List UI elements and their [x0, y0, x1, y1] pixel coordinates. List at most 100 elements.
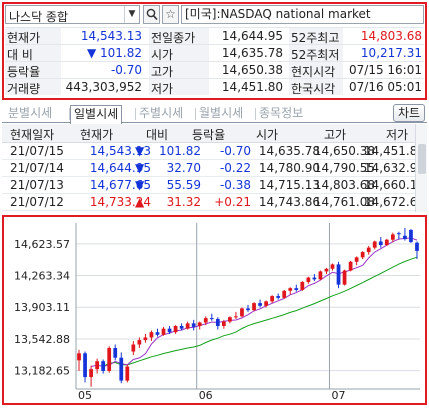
row-high: 14,790.55	[313, 161, 375, 175]
week52-low-value: 10,217.31	[360, 46, 422, 60]
volume-value: 443,303,952	[65, 80, 142, 94]
col-open: 시가	[256, 128, 279, 142]
row-low: 14,632.95	[363, 161, 425, 175]
low-label: 저가	[151, 82, 174, 96]
quote-row: 현재가 14,543.13 전일종가 14,644.95 52주최고 14,80…	[5, 27, 424, 45]
candle-body	[113, 348, 118, 358]
row-rate: -0.22	[219, 161, 251, 175]
search-button[interactable]	[143, 5, 160, 24]
table-row[interactable]: 21/07/14 14,644.95 ▼ 32.70 -0.22 14,780.90 14,…	[2, 160, 427, 177]
candle-body	[288, 288, 293, 291]
candle-body	[342, 270, 347, 285]
row-open: 14,715.13	[258, 178, 320, 192]
candle-body	[89, 369, 93, 378]
candle-body	[415, 242, 419, 251]
candle-body	[240, 308, 244, 317]
stock-selector[interactable]: 나스닥 종합 ▼	[5, 5, 140, 24]
candle-body	[234, 316, 238, 318]
candle-body	[221, 321, 226, 327]
week52-high-label: 52주최고	[291, 31, 340, 45]
candle-body	[324, 268, 329, 272]
candle-body	[312, 277, 317, 280]
candle-body	[384, 239, 389, 246]
x-tick-label: 06	[199, 389, 213, 402]
volume-label: 거래량	[7, 82, 41, 96]
row-rate: +0.21	[214, 195, 251, 209]
candle-body	[252, 303, 256, 311]
table-scrollbar[interactable]	[415, 124, 427, 212]
row-low: 14,672.63	[363, 195, 425, 209]
quote-row: 등락율 -0.70 고가 14,650.38 현지시각 07/15 16:01	[5, 61, 424, 79]
candle-body	[149, 332, 154, 338]
candle-body	[119, 357, 124, 381]
candle-body	[409, 229, 413, 242]
price-chart: 14,623.57 14,263.34 13,903.11 13,542.88 13,1…	[14, 223, 420, 402]
favorite-icon[interactable]: ☆	[162, 5, 179, 24]
candle-body	[101, 361, 106, 371]
candle-body	[179, 326, 184, 329]
y-tick-label: 13,903.11	[14, 301, 70, 314]
ma-long-line	[102, 256, 418, 367]
candle-body	[95, 361, 99, 370]
col-price: 현재가	[80, 128, 114, 142]
candle-body	[294, 288, 299, 290]
high-label: 고가	[151, 65, 174, 79]
prev-close-label: 전일종가	[151, 31, 196, 45]
week52-high-value: 14,803.68	[360, 29, 422, 43]
candle-body	[191, 323, 196, 327]
row-date: 21/07/15	[10, 144, 64, 158]
table-header: 현재일자 현재가 대비 등락율 시가 고가 저가	[2, 124, 427, 143]
change-value: ▼ 101.82	[86, 46, 142, 60]
tab-weekly[interactable]: 주별시세	[139, 106, 184, 120]
highlight-frame-chart	[2, 215, 427, 405]
row-open: 14,780.90	[258, 161, 320, 175]
candle-body	[270, 296, 275, 302]
candle-body	[107, 348, 112, 371]
row-price: 14,677.65	[89, 178, 151, 192]
dropdown-arrow-icon[interactable]: ▼	[124, 6, 139, 23]
x-tick-label: 07	[331, 389, 345, 402]
row-change: 55.59	[166, 178, 201, 192]
candle-body	[264, 301, 268, 306]
tab-minute[interactable]: 분별시세	[8, 106, 53, 120]
col-high: 고가	[324, 128, 347, 142]
row-price: 14,733.24	[89, 195, 151, 209]
highlight-frame-quote	[2, 2, 427, 100]
table-row[interactable]: 21/07/12 14,733.24 ▲ 31.32 +0.21 14,743.86 14,…	[2, 194, 427, 211]
prev-close-value: 14,644.95	[221, 29, 283, 43]
tab-daily[interactable]: 일별시세	[70, 105, 123, 124]
row-date: 21/07/14	[10, 161, 64, 175]
open-value: 14,635.78	[221, 46, 283, 60]
search-icon	[146, 8, 158, 21]
rate-value: -0.70	[110, 63, 142, 77]
y-tick-label: 13,182.65	[14, 365, 70, 378]
row-rate: -0.38	[219, 178, 251, 192]
candle-body	[366, 247, 371, 253]
col-rate: 등락율	[192, 128, 226, 142]
row-open: 14,635.78	[258, 144, 320, 158]
candle-body	[161, 328, 166, 335]
row-sign-icon: ▲	[135, 195, 145, 209]
candle-body	[173, 326, 178, 333]
chart-button[interactable]: 차트	[393, 104, 425, 122]
candle-body	[360, 252, 365, 258]
week52-low-label: 52주최저	[291, 48, 340, 62]
table-row[interactable]: 21/07/13 14,677.65 ▼ 55.59 -0.38 14,715.13 14,…	[2, 177, 427, 194]
y-tick-label: 13,542.88	[14, 333, 70, 346]
candle-body	[83, 353, 87, 378]
market-title: [미국]:NASDAQ national market	[181, 5, 424, 24]
tab-stock-info[interactable]: 종목정보	[259, 106, 304, 120]
candle-body	[300, 281, 305, 290]
candle-body	[143, 337, 148, 341]
candle-body	[258, 303, 262, 306]
candle-body	[318, 271, 323, 280]
row-low: 14,451.80	[363, 144, 425, 158]
col-low: 저가	[386, 128, 409, 142]
candle-body	[348, 261, 353, 271]
rate-label: 등락율	[7, 65, 41, 79]
table-row[interactable]: 21/07/15 14,543.13 ▼ 101.82 -0.70 14,635.78 14…	[2, 143, 427, 160]
candle-body	[336, 264, 341, 285]
row-price: 14,644.95	[89, 161, 151, 175]
tab-monthly[interactable]: 월별시세	[199, 106, 244, 120]
quote-row: 거래량 443,303,952 저가 14,451.80 한국시각 07/16 …	[5, 78, 424, 96]
